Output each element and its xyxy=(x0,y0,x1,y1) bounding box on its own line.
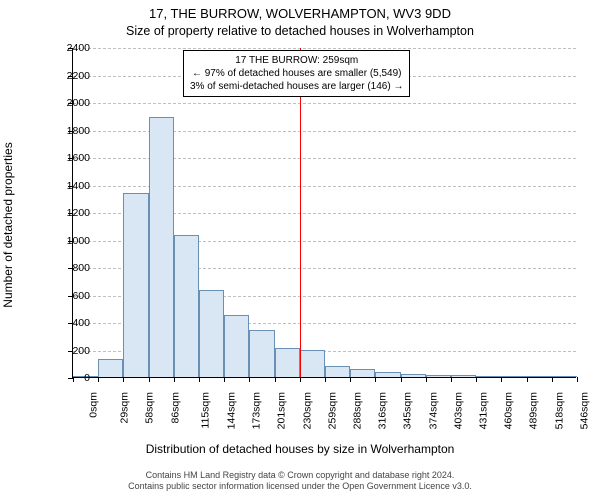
histogram-bar xyxy=(149,117,174,377)
ytick-label: 1800 xyxy=(67,125,90,137)
xtick-label: 29sqm xyxy=(119,392,131,424)
xtick-label: 230sqm xyxy=(301,392,313,429)
xtick-label: 460sqm xyxy=(503,392,515,429)
histogram-bar xyxy=(275,348,300,377)
footer-attribution: Contains HM Land Registry data © Crown c… xyxy=(0,470,600,492)
chart-title-sub: Size of property relative to detached ho… xyxy=(0,24,600,38)
annotation-line-2: ← 97% of detached houses are smaller (5,… xyxy=(190,67,403,80)
annotation-box: 17 THE BURROW: 259sqm← 97% of detached h… xyxy=(183,50,410,97)
ytick-label: 1200 xyxy=(67,207,90,219)
ytick-label: 2000 xyxy=(67,97,90,109)
x-axis-label: Distribution of detached houses by size … xyxy=(0,442,600,456)
xtick-label: 374sqm xyxy=(427,392,439,429)
ytick-label: 200 xyxy=(72,345,90,357)
histogram-bar xyxy=(501,376,526,377)
y-axis-label: Number of detached properties xyxy=(1,142,15,307)
histogram-bar xyxy=(249,330,274,377)
xtick-label: 86sqm xyxy=(169,392,181,424)
histogram-bar xyxy=(375,372,400,378)
ytick-label: 2200 xyxy=(67,70,90,82)
xtick-label: 489sqm xyxy=(528,392,540,429)
chart-title-main: 17, THE BURROW, WOLVERHAMPTON, WV3 9DD xyxy=(0,6,600,21)
gridline-h xyxy=(73,103,576,104)
histogram-bar xyxy=(401,374,426,377)
xtick-label: 546sqm xyxy=(578,392,590,429)
xtick-label: 259sqm xyxy=(326,392,338,429)
ytick-label: 1400 xyxy=(67,180,90,192)
xtick-label: 518sqm xyxy=(553,392,565,429)
histogram-bar xyxy=(325,366,350,377)
xtick-label: 431sqm xyxy=(477,392,489,429)
plot-area: 17 THE BURROW: 259sqm← 97% of detached h… xyxy=(72,48,576,378)
ytick-label: 600 xyxy=(72,290,90,302)
histogram-bar xyxy=(224,315,249,377)
xtick-label: 144sqm xyxy=(225,392,237,429)
xtick-label: 316sqm xyxy=(377,392,389,429)
ytick-label: 0 xyxy=(84,372,90,384)
xtick-label: 403sqm xyxy=(452,392,464,429)
gridline-h xyxy=(73,48,576,49)
ytick-label: 800 xyxy=(72,262,90,274)
annotation-line-1: 17 THE BURROW: 259sqm xyxy=(190,54,403,67)
histogram-bar xyxy=(350,369,375,377)
histogram-bar xyxy=(552,376,577,377)
annotation-line-3: 3% of semi-detached houses are larger (1… xyxy=(190,80,403,93)
ytick-label: 2400 xyxy=(67,42,90,54)
histogram-bar xyxy=(527,376,552,377)
histogram-bar xyxy=(476,376,501,377)
footer-line-2: Contains public sector information licen… xyxy=(0,481,600,492)
histogram-bar xyxy=(426,375,451,377)
footer-line-1: Contains HM Land Registry data © Crown c… xyxy=(0,470,600,481)
xtick-label: 173sqm xyxy=(251,392,263,429)
chart-container: 17, THE BURROW, WOLVERHAMPTON, WV3 9DD S… xyxy=(0,0,600,500)
ytick-label: 1000 xyxy=(67,235,90,247)
xtick-label: 288sqm xyxy=(351,392,363,429)
histogram-bar xyxy=(199,290,224,377)
xtick-label: 115sqm xyxy=(199,392,211,429)
ytick-label: 1600 xyxy=(67,152,90,164)
histogram-bar xyxy=(98,359,123,377)
histogram-bar xyxy=(123,193,148,377)
histogram-bar xyxy=(451,375,476,377)
histogram-bar xyxy=(300,350,325,378)
xtick-label: 58sqm xyxy=(144,392,156,424)
xtick-label: 345sqm xyxy=(402,392,414,429)
reference-line xyxy=(300,48,301,377)
ytick-label: 400 xyxy=(72,317,90,329)
histogram-bar xyxy=(174,235,199,377)
xtick-label: 0sqm xyxy=(88,392,100,418)
xtick-label: 201sqm xyxy=(276,392,288,429)
